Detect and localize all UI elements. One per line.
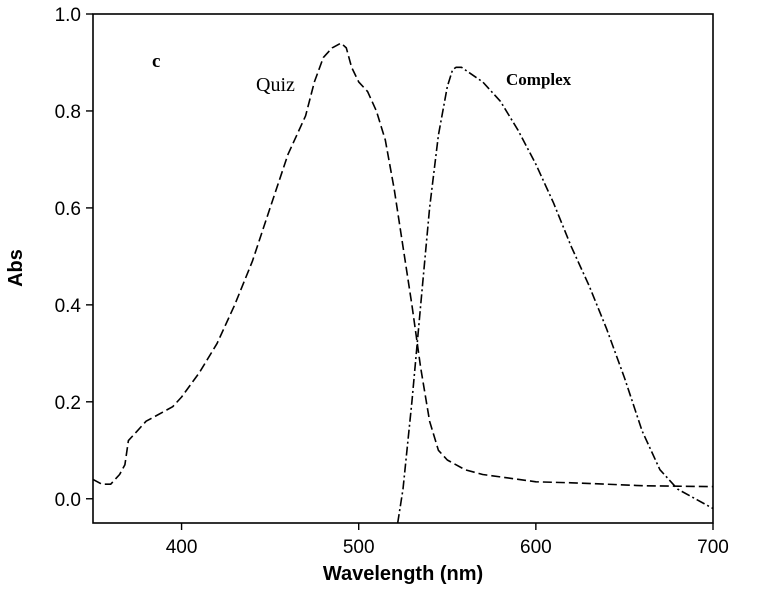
x-axis: 400 500 600 700: [166, 523, 729, 558]
y-axis-title: Abs: [5, 249, 27, 287]
series-layer: [92, 42, 714, 524]
y-tick-label: 0.6: [55, 199, 81, 220]
series-label-complex: Complex: [506, 70, 572, 89]
y-tick-label: 0.4: [55, 296, 82, 317]
y-tick-label: 1.0: [55, 5, 81, 26]
x-tick-label: 400: [166, 537, 198, 558]
series-line-complex: [396, 66, 714, 524]
y-tick-label: 0.0: [55, 490, 81, 511]
panel-label: c: [152, 51, 160, 72]
y-tick-label: 0.8: [55, 102, 81, 123]
x-tick-label: 600: [520, 537, 552, 558]
series-line-quiz: [92, 42, 714, 488]
x-tick-label: 700: [697, 537, 729, 558]
x-tick-label: 500: [343, 537, 375, 558]
plot-area: [92, 13, 714, 524]
y-axis: 0.0 0.2 0.4 0.6 0.8 1.0: [55, 5, 93, 511]
y-tick-label: 0.2: [55, 393, 81, 414]
x-axis-title: Wavelength (nm): [323, 563, 483, 585]
series-label-quiz: Quiz: [256, 74, 295, 96]
plot-frame: [92, 13, 714, 524]
